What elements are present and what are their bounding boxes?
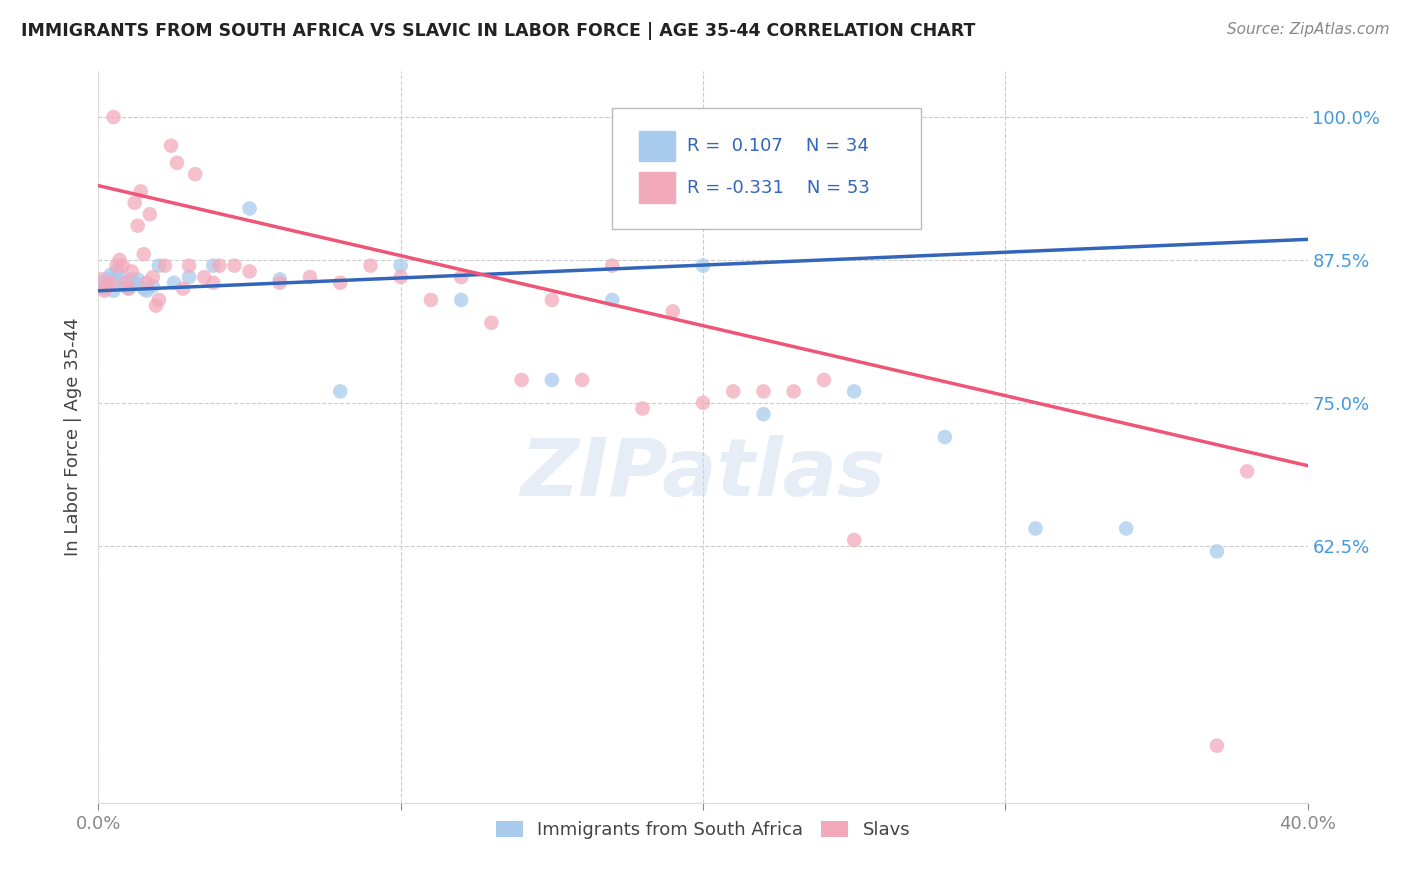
Point — [934, 430, 956, 444]
Point — [135, 276, 157, 290]
Point — [132, 281, 155, 295]
Point — [193, 270, 215, 285]
Point — [179, 259, 201, 273]
Point — [93, 281, 115, 295]
Point — [160, 138, 183, 153]
Point — [723, 384, 745, 399]
Point — [602, 259, 624, 273]
Point — [118, 281, 141, 295]
Point — [208, 259, 231, 273]
Point — [111, 259, 134, 273]
Point — [172, 281, 194, 295]
Bar — [638, 130, 675, 161]
Point — [299, 270, 322, 285]
Point — [108, 252, 131, 267]
Point — [96, 279, 118, 293]
Point — [844, 533, 866, 547]
Point — [132, 247, 155, 261]
Point — [692, 259, 714, 273]
Point — [239, 264, 262, 278]
Point — [127, 219, 149, 233]
Point — [481, 316, 503, 330]
Point — [540, 293, 562, 307]
Text: R =  0.107    N = 34: R = 0.107 N = 34 — [688, 137, 869, 155]
Point — [114, 279, 136, 293]
Point — [166, 156, 188, 170]
Point — [139, 207, 162, 221]
Point — [103, 110, 125, 124]
Text: R = -0.331    N = 53: R = -0.331 N = 53 — [688, 178, 870, 196]
Point — [571, 373, 593, 387]
Point — [202, 276, 225, 290]
Point — [90, 272, 112, 286]
Point — [1206, 544, 1229, 558]
Point — [420, 293, 443, 307]
Point — [124, 276, 146, 290]
Legend: Immigrants from South Africa, Slavs: Immigrants from South Africa, Slavs — [488, 814, 918, 847]
Point — [148, 293, 170, 307]
FancyBboxPatch shape — [613, 108, 921, 228]
Point — [90, 276, 112, 290]
Point — [111, 276, 134, 290]
Point — [153, 259, 176, 273]
Point — [96, 272, 118, 286]
Point — [389, 259, 412, 273]
Y-axis label: In Labor Force | Age 35-44: In Labor Force | Age 35-44 — [65, 318, 83, 557]
Text: ZIPatlas: ZIPatlas — [520, 434, 886, 513]
Bar — [638, 172, 675, 203]
Point — [329, 276, 352, 290]
Point — [121, 264, 143, 278]
Point — [100, 268, 122, 282]
Point — [661, 304, 683, 318]
Point — [121, 272, 143, 286]
Point — [118, 281, 141, 295]
Point — [269, 276, 291, 290]
Point — [127, 272, 149, 286]
Point — [1115, 521, 1137, 535]
Point — [1206, 739, 1229, 753]
Point — [752, 384, 775, 399]
Point — [93, 284, 115, 298]
Point — [813, 373, 835, 387]
Point — [142, 279, 165, 293]
Point — [184, 167, 207, 181]
Point — [631, 401, 654, 416]
Point — [450, 293, 472, 307]
Point — [752, 407, 775, 421]
Text: Source: ZipAtlas.com: Source: ZipAtlas.com — [1226, 22, 1389, 37]
Text: IMMIGRANTS FROM SOUTH AFRICA VS SLAVIC IN LABOR FORCE | AGE 35-44 CORRELATION CH: IMMIGRANTS FROM SOUTH AFRICA VS SLAVIC I… — [21, 22, 976, 40]
Point — [163, 276, 186, 290]
Point — [142, 270, 165, 285]
Point — [202, 259, 225, 273]
Point — [145, 299, 167, 313]
Point — [602, 293, 624, 307]
Point — [510, 373, 533, 387]
Point — [360, 259, 382, 273]
Point — [100, 276, 122, 290]
Point — [129, 185, 152, 199]
Point — [224, 259, 246, 273]
Point — [108, 270, 131, 285]
Point — [1236, 464, 1258, 478]
Point — [124, 195, 146, 210]
Point — [692, 396, 714, 410]
Point — [114, 276, 136, 290]
Point — [135, 284, 157, 298]
Point — [783, 384, 806, 399]
Point — [105, 264, 128, 278]
Point — [389, 270, 412, 285]
Point — [1024, 521, 1046, 535]
Point — [329, 384, 352, 399]
Point — [148, 259, 170, 273]
Point — [269, 272, 291, 286]
Point — [450, 270, 472, 285]
Point — [239, 202, 262, 216]
Point — [179, 270, 201, 285]
Point — [103, 284, 125, 298]
Point — [540, 373, 562, 387]
Point — [105, 259, 128, 273]
Point — [844, 384, 866, 399]
